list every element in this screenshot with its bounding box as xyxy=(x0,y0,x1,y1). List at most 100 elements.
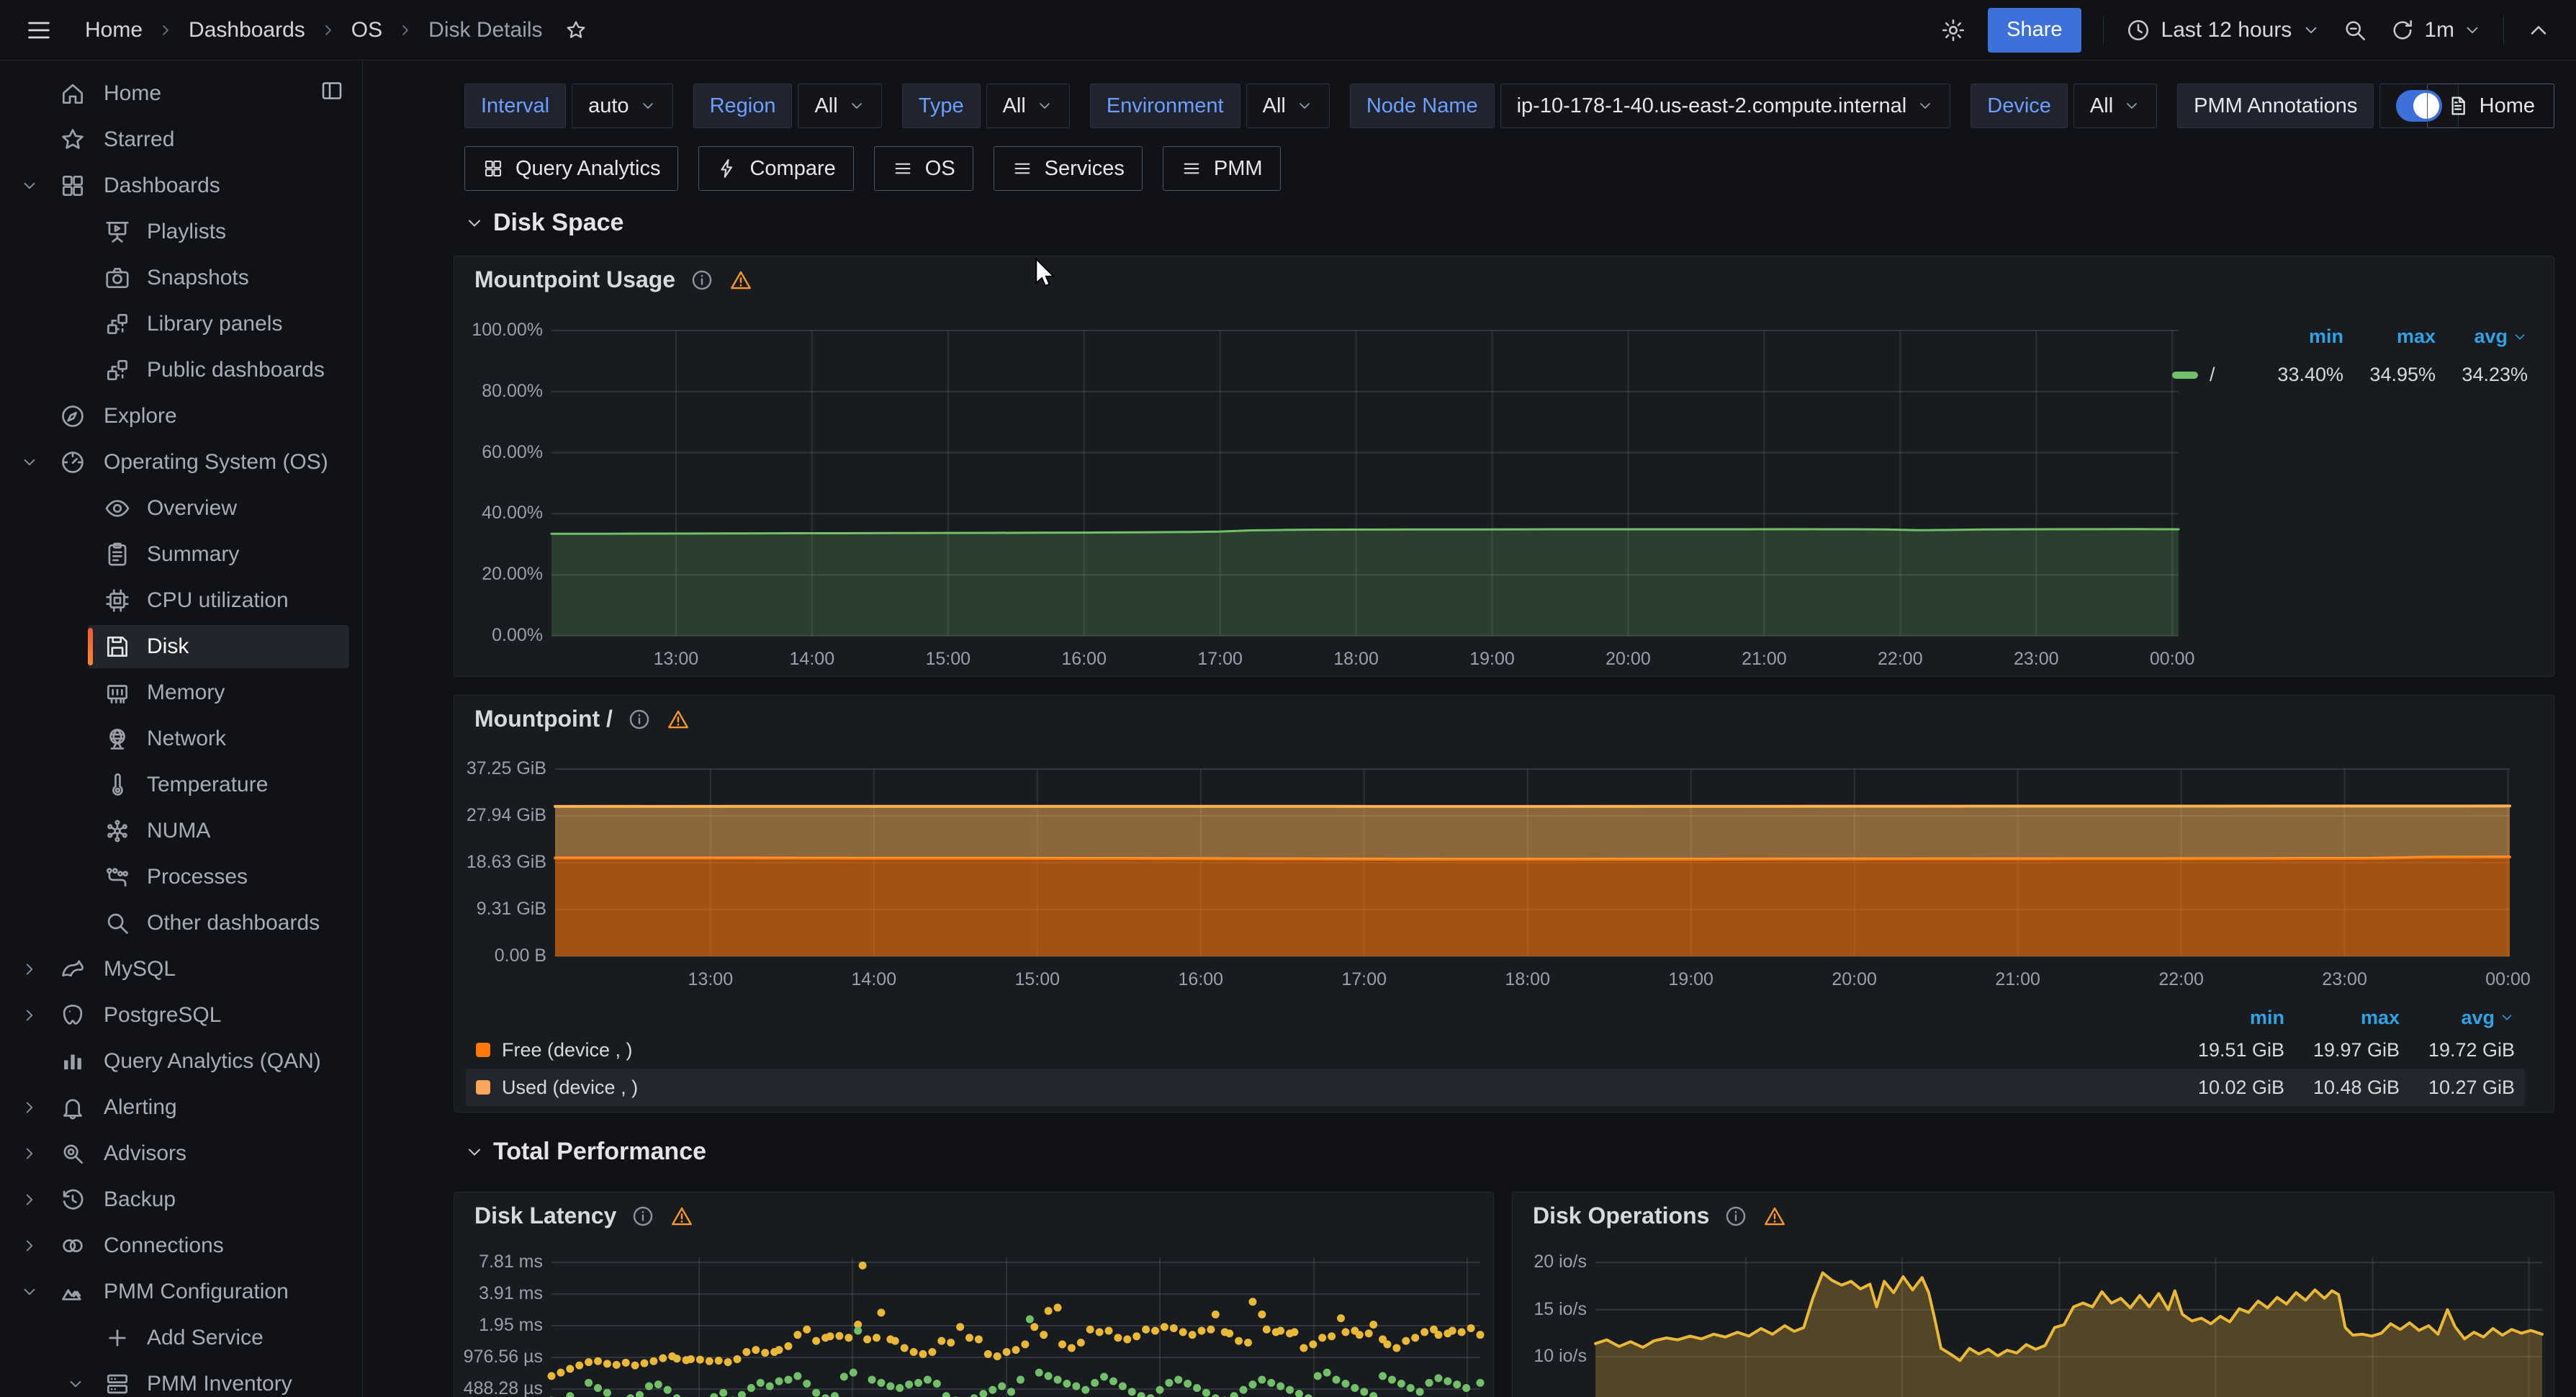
legend-row-used-device[interactable]: Used (device , )10.02 GiB10.48 GiB10.27 … xyxy=(466,1069,2525,1106)
filter-label-environment[interactable]: Environment xyxy=(1090,84,1240,128)
info-icon[interactable] xyxy=(1724,1204,1748,1228)
sidebar-item-numa[interactable]: NUMA xyxy=(0,808,362,854)
breadcrumb-os[interactable]: OS xyxy=(351,18,382,42)
sidebar-item-cpu-utilization[interactable]: CPU utilization xyxy=(0,578,362,624)
filter-label-region[interactable]: Region xyxy=(693,84,793,128)
section-disk-space[interactable]: Disk Space xyxy=(464,209,623,237)
chevron-right-icon[interactable] xyxy=(20,1144,39,1163)
disk-latency-plot[interactable] xyxy=(551,1257,1480,1397)
filter-value-node-name[interactable]: ip-10-178-1-40.us-east-2.compute.interna… xyxy=(1500,84,1951,128)
legend-header-min[interactable]: min xyxy=(2169,1007,2284,1029)
sidebar-item-playlists[interactable]: Playlists xyxy=(0,209,362,255)
action-button-query-analytics[interactable]: Query Analytics xyxy=(464,146,678,191)
sidebar-item-connections[interactable]: Connections xyxy=(0,1223,362,1269)
sidebar-item-advisors[interactable]: Advisors xyxy=(0,1131,362,1177)
sidebar-item-overview[interactable]: Overview xyxy=(0,485,362,531)
panel-title[interactable]: Disk Operations xyxy=(1533,1203,1709,1229)
legend-header-max[interactable]: max xyxy=(2343,325,2436,348)
sidebar-item-public-dashboards[interactable]: Public dashboards xyxy=(0,347,362,393)
sidebar-item-operating-system-os[interactable]: Operating System (OS) xyxy=(0,439,362,485)
chevron-down-icon[interactable] xyxy=(20,1283,39,1301)
chevron-right-icon[interactable] xyxy=(20,1190,39,1209)
sidebar-item-snapshots[interactable]: Snapshots xyxy=(0,255,362,301)
info-icon[interactable] xyxy=(627,707,652,732)
warning-icon[interactable] xyxy=(670,1204,694,1228)
mountpoint-usage-plot[interactable] xyxy=(551,331,2179,636)
sidebar-item-add-service[interactable]: Add Service xyxy=(0,1315,362,1361)
panel-title[interactable]: Disk Latency xyxy=(474,1203,616,1229)
breadcrumb-dashboards[interactable]: Dashboards xyxy=(189,18,305,42)
legend-header-min[interactable]: min xyxy=(2251,325,2343,348)
chevron-up-icon[interactable] xyxy=(2526,17,2552,43)
y-axis-label: 18.63 GiB xyxy=(454,852,546,873)
mountpoint-usage-chart[interactable]: 0.00%20.00%40.00%60.00%80.00%100.00%13:0… xyxy=(454,256,2554,676)
filter-value-region[interactable]: All xyxy=(798,84,881,128)
info-icon[interactable] xyxy=(690,268,714,292)
sidebar-item-other-dashboards[interactable]: Other dashboards xyxy=(0,900,362,946)
sidebar-item-pmm-inventory[interactable]: PMM Inventory xyxy=(0,1361,362,1397)
sidebar-item-pmm-configuration[interactable]: PMM Configuration xyxy=(0,1269,362,1315)
chevron-down-icon[interactable] xyxy=(20,176,39,195)
filter-value-interval[interactable]: auto xyxy=(572,84,672,128)
zoom-out-icon[interactable] xyxy=(2342,17,2368,43)
sidebar-item-backup[interactable]: Backup xyxy=(0,1177,362,1223)
filter-label-interval[interactable]: Interval xyxy=(464,84,566,128)
menu-icon[interactable] xyxy=(24,16,53,45)
sidebar-item-starred[interactable]: Starred xyxy=(0,117,362,163)
legend-series-[interactable]: / xyxy=(2172,364,2251,386)
sidebar-item-alerting[interactable]: Alerting xyxy=(0,1084,362,1131)
warning-icon[interactable] xyxy=(666,707,690,732)
info-icon[interactable] xyxy=(631,1204,655,1228)
action-button-services[interactable]: Services xyxy=(994,146,1143,191)
chevron-right-icon[interactable] xyxy=(20,960,39,979)
mountpoint-root-plot[interactable] xyxy=(555,769,2510,956)
sidebar-item-temperature[interactable]: Temperature xyxy=(0,762,362,808)
sidebar-item-postgresql[interactable]: PostgreSQL xyxy=(0,992,362,1038)
legend-header-avg[interactable]: avg xyxy=(2436,325,2528,348)
bolt-icon xyxy=(716,158,738,179)
filter-label-type[interactable]: Type xyxy=(902,84,981,128)
action-button-pmm[interactable]: PMM xyxy=(1163,146,1281,191)
filter-value-environment[interactable]: All xyxy=(1246,84,1330,128)
panel-title[interactable]: Mountpoint Usage xyxy=(474,266,675,293)
sidebar-item-dashboards[interactable]: Dashboards xyxy=(0,163,362,209)
sidebar-item-disk[interactable]: Disk xyxy=(0,624,362,670)
chevron-right-icon[interactable] xyxy=(20,1006,39,1025)
warning-icon[interactable] xyxy=(1762,1204,1787,1228)
panel-title[interactable]: Mountpoint / xyxy=(474,706,613,732)
sidebar-item-summary[interactable]: Summary xyxy=(0,531,362,578)
filter-label-device[interactable]: Device xyxy=(1971,84,2068,128)
sidebar-item-memory[interactable]: Memory xyxy=(0,670,362,716)
chevron-down-icon[interactable] xyxy=(20,453,39,472)
sidebar-item-processes[interactable]: Processes xyxy=(0,854,362,900)
action-button-os[interactable]: OS xyxy=(874,146,973,191)
breadcrumb-home[interactable]: Home xyxy=(85,18,143,42)
sidebar-item-mysql[interactable]: MySQL xyxy=(0,946,362,992)
legend-row-free-device[interactable]: Free (device , )19.51 GiB19.97 GiB19.72 … xyxy=(466,1031,2525,1069)
sidebar-item-query-analytics-qan[interactable]: Query Analytics (QAN) xyxy=(0,1038,362,1084)
gear-icon[interactable] xyxy=(1940,17,1966,43)
section-total-performance[interactable]: Total Performance xyxy=(464,1138,706,1166)
disk-operations-plot[interactable] xyxy=(1595,1257,2542,1397)
time-range-picker[interactable]: Last 12 hours xyxy=(2125,17,2321,43)
filter-value-type[interactable]: All xyxy=(986,84,1070,128)
thermometer-icon xyxy=(104,771,131,799)
share-button[interactable]: Share xyxy=(1988,8,2081,53)
legend-header-avg[interactable]: avg xyxy=(2400,1007,2515,1029)
filter-value-device[interactable]: All xyxy=(2073,84,2157,128)
sidebar-item-library-panels[interactable]: Library panels xyxy=(0,301,362,347)
legend-header-max[interactable]: max xyxy=(2284,1007,2400,1029)
sidebar-item-network[interactable]: Network xyxy=(0,716,362,762)
home-dashboard-button[interactable]: Home xyxy=(2427,84,2554,128)
filter-label-node-name[interactable]: Node Name xyxy=(1350,84,1495,128)
chevron-right-icon[interactable] xyxy=(20,1236,39,1255)
refresh-picker[interactable]: 1m xyxy=(2390,17,2482,43)
filter-value-text: ip-10-178-1-40.us-east-2.compute.interna… xyxy=(1517,94,1907,118)
sidebar-item-explore[interactable]: Explore xyxy=(0,393,362,439)
chevron-down-icon[interactable] xyxy=(66,1375,85,1393)
star-icon[interactable] xyxy=(564,19,587,42)
warning-icon[interactable] xyxy=(729,268,753,292)
action-button-compare[interactable]: Compare xyxy=(698,146,853,191)
chevron-right-icon[interactable] xyxy=(20,1098,39,1117)
sidebar-item-home[interactable]: Home xyxy=(0,71,362,117)
